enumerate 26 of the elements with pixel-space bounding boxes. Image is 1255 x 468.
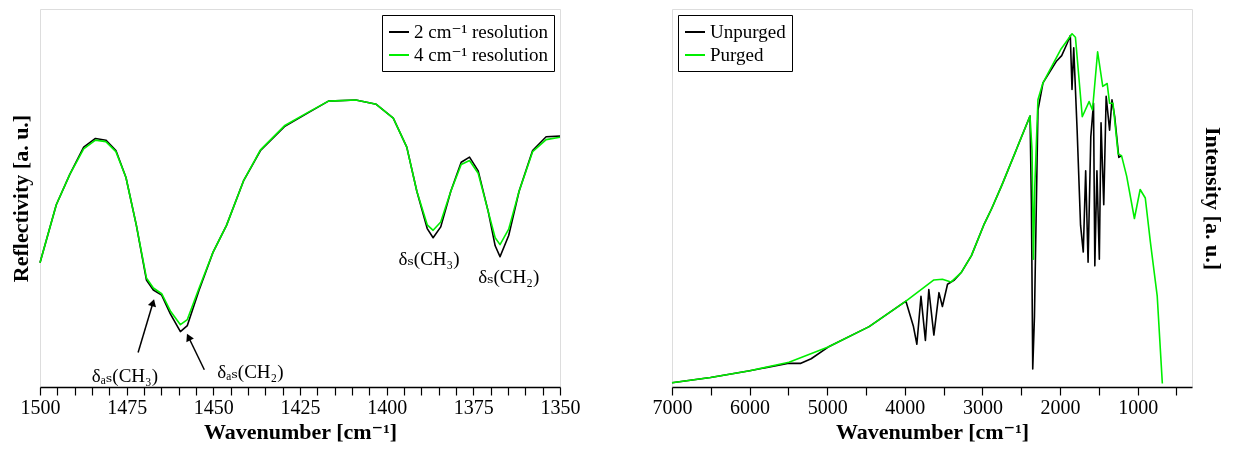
x-tick-label: 1425 [280, 395, 321, 418]
x-tick-label: 2000 [1040, 395, 1081, 418]
annotation: δₛ(CH₃) [398, 248, 460, 271]
x-axis-title: Wavenumber [cm⁻¹] [835, 418, 1030, 444]
x-tick-label: 4000 [885, 395, 926, 418]
x-tick-label: 1375 [453, 395, 494, 418]
y-axis-title: Reflectivity [a. u.] [7, 114, 33, 283]
legend-label: 2 cm⁻¹ resolution [414, 21, 549, 42]
x-tick-label: 1000 [1118, 395, 1159, 418]
y-axis-title: Intensity [a. u.] [1200, 126, 1226, 271]
legend-label: Unpurged [710, 21, 787, 42]
x-tick-label: 7000 [652, 395, 693, 418]
x-tick-label: 1400 [367, 395, 408, 418]
x-tick-label: 1450 [193, 395, 234, 418]
annotation: δₐₛ(CH₃) [91, 364, 159, 387]
x-tick-label: 5000 [807, 395, 848, 418]
x-tick-label: 6000 [730, 395, 771, 418]
x-tick-label: 1350 [540, 395, 581, 418]
legend-label: Purged [710, 44, 764, 65]
x-axis-title: Wavenumber [cm⁻¹] [203, 418, 398, 444]
legend-label: 4 cm⁻¹ resolution [414, 44, 549, 65]
x-tick-label: 1475 [107, 395, 148, 418]
annotation: δₐₛ(CH₂) [217, 360, 284, 383]
annotation: δₛ(CH₂) [478, 265, 540, 288]
x-tick-label: 1500 [20, 395, 61, 418]
x-tick-label: 3000 [962, 395, 1003, 418]
